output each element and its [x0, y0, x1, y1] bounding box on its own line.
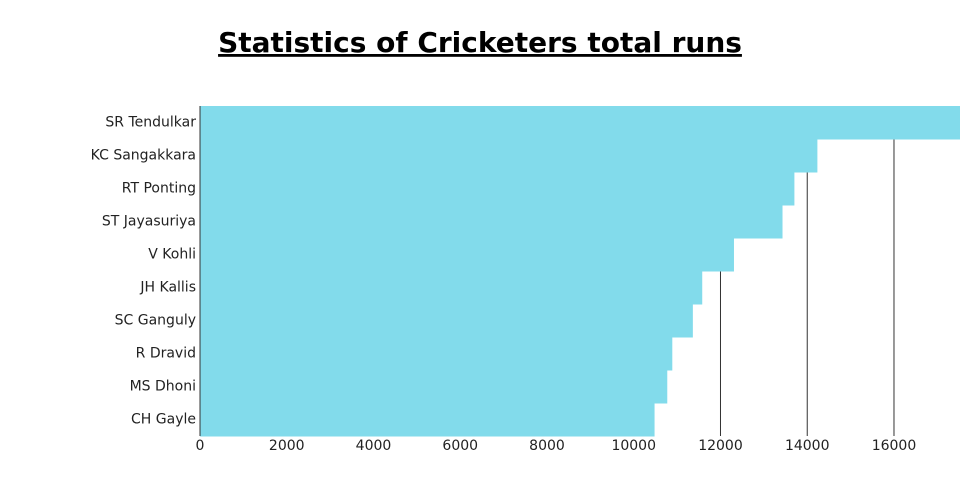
- bar: [200, 271, 703, 305]
- y-tick-label: CH Gayle: [131, 412, 196, 428]
- y-tick-label: RT Ponting: [122, 181, 196, 197]
- bar: [200, 139, 818, 173]
- bar: [200, 337, 673, 371]
- bar: [200, 304, 693, 338]
- x-tick-label: 16000: [872, 438, 917, 454]
- chart-title: Statistics of Cricketers total runs: [218, 26, 742, 59]
- x-tick-label: 10000: [611, 438, 656, 454]
- labels: 0 2000 4000 6000 8000 10000 12000 14000 16000 SR …: [91, 115, 917, 455]
- y-tick-label: SR Tendulkar: [105, 115, 196, 131]
- y-tick-label: R Dravid: [136, 346, 196, 362]
- x-tick-label: 12000: [698, 438, 743, 454]
- bar: [200, 370, 668, 404]
- y-tick-label: ST Jayasuriya: [102, 214, 196, 230]
- x-tick-label: 14000: [785, 438, 830, 454]
- bar: [200, 172, 795, 206]
- x-tick-label: 2000: [269, 438, 305, 454]
- bar: [200, 403, 655, 437]
- y-tick-label: KC Sangakkara: [91, 148, 196, 164]
- x-tick-label: 8000: [529, 438, 565, 454]
- bars: [200, 106, 960, 437]
- bar: [200, 106, 960, 140]
- y-tick-label: V Kohli: [148, 247, 196, 263]
- bar: [200, 205, 783, 239]
- y-tick-label: SC Ganguly: [115, 313, 196, 329]
- y-tick-label: MS Dhoni: [130, 379, 196, 395]
- bar: [200, 238, 734, 272]
- y-tick-label: JH Kallis: [139, 280, 196, 296]
- x-tick-label: 0: [196, 438, 205, 454]
- x-tick-label: 4000: [356, 438, 392, 454]
- x-tick-label: 6000: [442, 438, 478, 454]
